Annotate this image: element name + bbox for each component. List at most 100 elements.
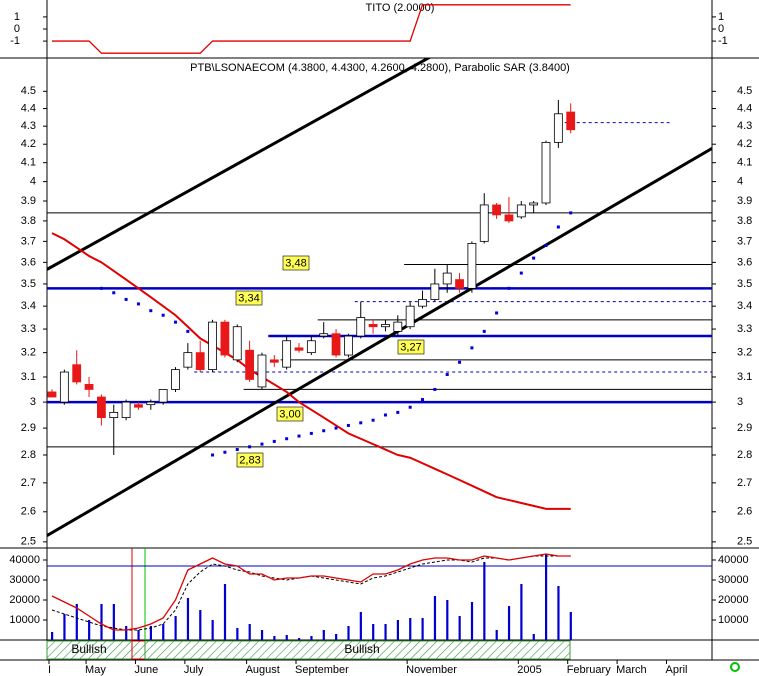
y-tick-label: 2.9 bbox=[21, 422, 36, 434]
sar-dot bbox=[186, 329, 190, 333]
sar-dot bbox=[297, 434, 301, 438]
y-tick-label: 3.3 bbox=[21, 323, 36, 335]
y-tick-label: 2.6 bbox=[737, 506, 752, 518]
sar-dot bbox=[495, 311, 499, 315]
sar-dot bbox=[112, 291, 116, 295]
y-tick-label: 3.7 bbox=[21, 235, 36, 247]
x-tick-label: March bbox=[616, 664, 647, 676]
level-label-text: 3,48 bbox=[285, 257, 306, 269]
volume-bar bbox=[112, 604, 115, 640]
volume-bar bbox=[162, 624, 165, 640]
indicator-title: TITO (2.0000) bbox=[366, 2, 435, 14]
sar-dot bbox=[346, 423, 350, 427]
sar-dot bbox=[272, 439, 276, 443]
sar-dot bbox=[396, 410, 400, 414]
y-tick-label: 30000 bbox=[718, 574, 749, 586]
sar-dot bbox=[482, 329, 486, 333]
volume-bar bbox=[223, 584, 227, 640]
volume-bar bbox=[569, 612, 572, 640]
candle-body bbox=[282, 340, 292, 368]
y-tick-label: 0 bbox=[718, 23, 724, 35]
sar-dot bbox=[569, 211, 573, 215]
volume-bar bbox=[248, 624, 251, 640]
candle-body bbox=[516, 204, 526, 218]
volume-bar bbox=[470, 602, 474, 640]
candle-body bbox=[134, 404, 143, 408]
candle-body bbox=[158, 389, 168, 403]
volume-bar bbox=[421, 618, 424, 640]
volume-bar bbox=[335, 634, 338, 640]
candle-body bbox=[319, 333, 329, 337]
sar-dot bbox=[458, 360, 462, 364]
volume-bar bbox=[359, 612, 362, 640]
y-tick-label: 2.6 bbox=[21, 506, 36, 518]
volume-bar bbox=[100, 604, 103, 640]
sar-dot bbox=[322, 429, 326, 433]
y-tick-label: 3.9 bbox=[737, 195, 752, 207]
candle-body bbox=[97, 396, 106, 418]
y-tick-label: 4 bbox=[737, 176, 743, 188]
volume-bar bbox=[260, 630, 264, 640]
y-tick-label: 3.5 bbox=[21, 278, 36, 290]
y-tick-label: 40000 bbox=[9, 554, 40, 566]
volume-bar bbox=[186, 598, 190, 640]
sar-dot bbox=[507, 286, 511, 290]
y-tick-label: 4.2 bbox=[21, 138, 36, 150]
sar-dot bbox=[309, 431, 313, 435]
y-tick-label: 30000 bbox=[9, 574, 40, 586]
y-tick-label: 3.8 bbox=[737, 215, 752, 227]
y-tick-label: 3.9 bbox=[21, 195, 36, 207]
candle-body bbox=[418, 299, 427, 307]
y-tick-label: 1 bbox=[718, 11, 724, 23]
signal-band bbox=[144, 640, 571, 660]
trend-line bbox=[47, 58, 432, 271]
candle-body bbox=[529, 202, 539, 206]
candle-body bbox=[146, 401, 156, 406]
sar-dot bbox=[99, 286, 103, 290]
y-tick-label: 3.3 bbox=[737, 323, 752, 335]
y-tick-label: 3.6 bbox=[737, 256, 752, 268]
y-tick-label: 4.4 bbox=[737, 102, 752, 114]
candle-body bbox=[269, 359, 279, 363]
x-tick-label: August bbox=[246, 664, 280, 676]
y-tick-label: 3.2 bbox=[21, 347, 36, 359]
volume-bar bbox=[495, 630, 498, 640]
candle-body bbox=[479, 204, 489, 242]
x-tick-label: May bbox=[85, 664, 106, 676]
volume-average bbox=[51, 553, 571, 631]
signal-band bbox=[131, 640, 146, 660]
sar-dot bbox=[235, 448, 239, 452]
y-tick-label: 3 bbox=[737, 396, 743, 408]
sar-dot bbox=[445, 373, 449, 377]
volume-bar bbox=[322, 630, 325, 640]
volume-bar bbox=[384, 624, 387, 640]
volume-bar bbox=[545, 554, 548, 640]
candle-body bbox=[208, 321, 217, 370]
volume-bar bbox=[396, 620, 399, 640]
y-tick-label: 1 bbox=[14, 11, 20, 23]
y-tick-label: 4.4 bbox=[21, 102, 36, 114]
volume-bar bbox=[409, 618, 412, 640]
candle-body bbox=[442, 272, 452, 285]
candle-body bbox=[356, 317, 366, 337]
x-tick-label: April bbox=[666, 664, 688, 676]
signal-label: Bullish bbox=[344, 642, 379, 656]
sar-dot bbox=[334, 426, 338, 430]
level-label: 2,83 bbox=[236, 452, 264, 468]
volume-bar bbox=[199, 610, 202, 640]
candle-body bbox=[492, 204, 502, 216]
candle-body bbox=[109, 411, 119, 418]
y-tick-label: 4.5 bbox=[737, 85, 752, 97]
sar-dot bbox=[470, 346, 474, 350]
candle-body bbox=[393, 321, 403, 332]
y-tick-label: 4.5 bbox=[21, 85, 36, 97]
volume-bar bbox=[458, 616, 461, 640]
candle-body bbox=[195, 352, 205, 370]
sar-dot bbox=[359, 421, 363, 425]
volume-bar bbox=[273, 636, 276, 640]
candle-body bbox=[47, 391, 57, 398]
candle-body bbox=[368, 324, 378, 328]
level-label: 3,48 bbox=[282, 255, 310, 271]
